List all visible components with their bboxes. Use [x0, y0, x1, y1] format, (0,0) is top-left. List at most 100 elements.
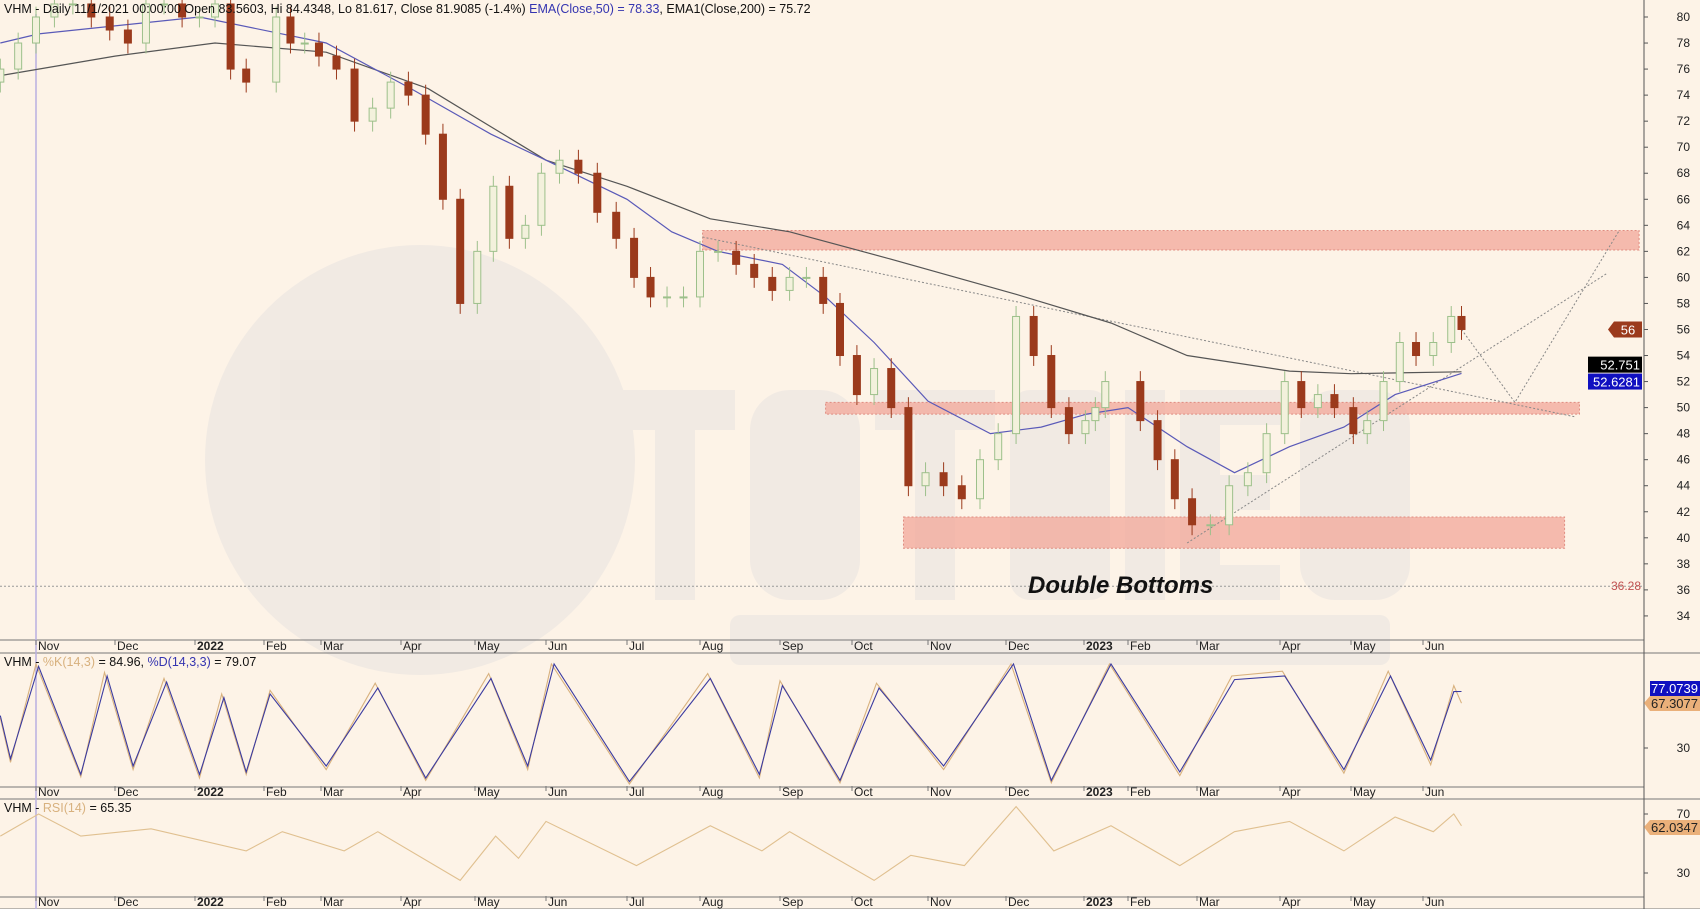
candle-up: [679, 296, 688, 299]
level-line-label: 36.28: [1611, 579, 1641, 593]
candle-down: [852, 355, 861, 396]
price-tick-label: 38: [1677, 557, 1691, 571]
date-label: Jun: [548, 895, 567, 909]
date-label: Nov: [38, 785, 59, 799]
candle-up: [272, 16, 281, 83]
date-label: Jul: [629, 785, 644, 799]
date-label: Oct: [854, 639, 873, 653]
rsi-header: VHM - RSI(14) = 65.35: [4, 801, 132, 815]
candle-up: [1243, 472, 1252, 487]
date-label: Apr: [403, 785, 422, 799]
price-tick-label: 60: [1677, 270, 1691, 284]
candle-down: [939, 472, 948, 487]
candle-down: [1136, 381, 1145, 422]
date-label: Dec: [117, 639, 138, 653]
date-label: Aug: [702, 895, 723, 909]
price-tick-label: 62: [1677, 244, 1691, 258]
date-label: May: [1353, 895, 1376, 909]
stoch-k-tag-bg: [1644, 696, 1700, 711]
candle-up: [160, 3, 169, 6]
candle-up: [1379, 381, 1388, 422]
price-tick-label: 40: [1677, 531, 1691, 545]
date-label: Dec: [1008, 785, 1029, 799]
stoch-d-line: [0, 662, 1462, 783]
date-label: Jun: [1425, 785, 1444, 799]
price-tick-label: 52: [1677, 375, 1691, 389]
watermark-logo: [205, 245, 1410, 675]
candle-up: [1395, 342, 1404, 383]
date-label: Apr: [403, 895, 422, 909]
candle-down: [123, 29, 132, 44]
candle-up: [555, 159, 564, 174]
price-tick-label: 50: [1677, 401, 1691, 415]
candle-down: [768, 276, 777, 291]
rsi-line: [0, 805, 1462, 882]
candle-down: [1064, 407, 1073, 435]
candle-up: [368, 107, 377, 122]
candle-down: [314, 42, 323, 57]
candle-up: [14, 42, 23, 70]
stoch-d-tag-bg: [1650, 681, 1700, 696]
stoch-d-legend: %D(14,3,3): [147, 655, 211, 669]
date-label: May: [477, 895, 500, 909]
ema200-tag: 52.751: [1600, 358, 1640, 373]
date-label: Apr: [1282, 639, 1301, 653]
date-label: Mar: [1199, 639, 1220, 653]
date-label: Nov: [38, 639, 59, 653]
candle-down: [732, 250, 741, 265]
date-label: Mar: [1199, 895, 1220, 909]
candle-up: [0, 68, 5, 83]
date-label: Jun: [548, 639, 567, 653]
date-label: Jun: [1425, 639, 1444, 653]
date-label: Oct: [854, 895, 873, 909]
support-resistance-zone: [825, 401, 1580, 415]
date-label: Sep: [782, 639, 804, 653]
candle-down: [1349, 407, 1358, 435]
date-label: 2023: [1086, 895, 1113, 909]
date-label: 2022: [197, 639, 224, 653]
candle-up: [994, 433, 1003, 461]
candle-down: [836, 302, 844, 357]
stoch-tick-label: 30: [1677, 741, 1691, 755]
candle-up: [1091, 407, 1100, 422]
candle-up: [32, 16, 40, 44]
candle-down: [750, 263, 759, 278]
date-label: May: [477, 785, 500, 799]
date-label: Nov: [930, 639, 951, 653]
candle-down: [1297, 381, 1306, 409]
candle-down: [1047, 355, 1056, 409]
candle-up: [1101, 381, 1110, 409]
candle-down: [226, 3, 235, 70]
candle-up: [921, 472, 930, 487]
date-label: Dec: [1008, 639, 1029, 653]
candle-up: [473, 250, 482, 304]
price-tick-label: 74: [1677, 88, 1691, 102]
date-label: Dec: [117, 785, 138, 799]
date-label: Aug: [702, 639, 723, 653]
date-label: Dec: [117, 895, 138, 909]
candle-down: [819, 276, 828, 304]
stoch-k-legend: %K(14,3): [42, 655, 96, 669]
candle-down: [1170, 459, 1179, 500]
date-label: Jul: [629, 895, 644, 909]
price-tick-label: 56: [1677, 322, 1691, 336]
candle-down: [456, 198, 465, 304]
date-label: Jul: [629, 639, 644, 653]
price-tick-label: 44: [1677, 479, 1691, 493]
support-resistance-zone: [902, 516, 1566, 549]
double-bottoms-annotation: Double Bottoms: [1028, 572, 1214, 599]
candle-down: [646, 276, 655, 298]
candle-up: [521, 224, 530, 239]
candle-down: [105, 16, 114, 31]
ema200-tag-bg: [1588, 356, 1642, 373]
candle-up: [211, 3, 220, 18]
price-tick-label: 46: [1677, 453, 1691, 467]
price-info: VHM - Daily 11/1/2021 00:00:00 Open 83.5…: [4, 2, 526, 16]
price-tick-label: 70: [1677, 140, 1691, 154]
candle-down: [87, 3, 96, 18]
candle-down: [242, 68, 251, 83]
candle-down: [421, 94, 430, 135]
candle-up: [537, 172, 546, 226]
date-label: 2022: [197, 785, 224, 799]
candle-up: [1081, 420, 1090, 435]
